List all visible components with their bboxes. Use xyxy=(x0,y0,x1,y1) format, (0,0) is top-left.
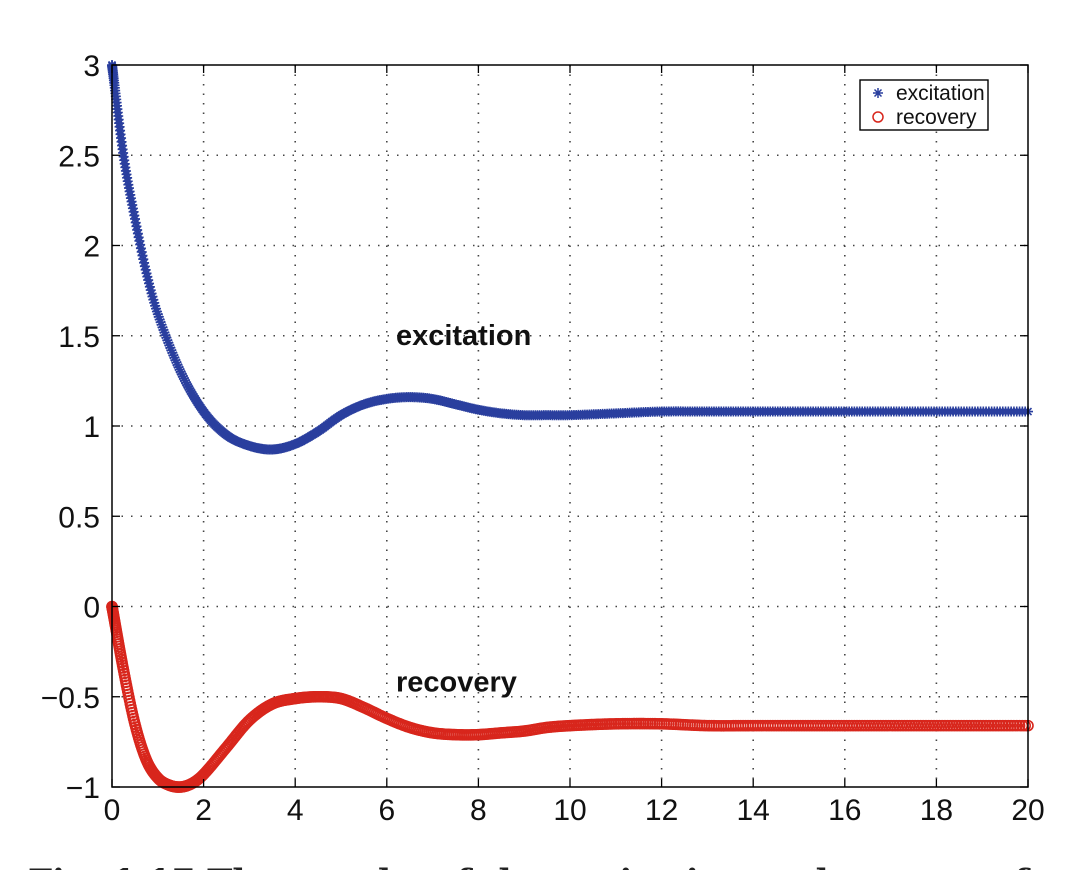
y-tick-label: −1 xyxy=(66,772,100,805)
excitation-point xyxy=(151,306,162,317)
x-tick-label: 10 xyxy=(553,794,586,827)
excitation-point xyxy=(157,322,168,333)
x-tick-label: 16 xyxy=(828,794,861,827)
y-tick-label: 3 xyxy=(83,50,100,83)
x-tick-label: 4 xyxy=(287,794,304,827)
x-tick-label: 8 xyxy=(470,794,487,827)
excitation-point xyxy=(145,285,156,296)
figure-caption: Fig. 1.17 The graphs of the excitation a… xyxy=(28,862,1080,870)
tick-labels: 0 2 4 6 8 10 12 14 16 18 20 3 2.5 2 1.5 1 0.5 0 −0.5 −1 xyxy=(41,50,1045,827)
x-tick-label: 18 xyxy=(920,794,953,827)
excitation-point xyxy=(176,369,187,380)
excitation-point xyxy=(162,335,173,346)
excitation-point xyxy=(171,357,182,368)
y-tick-label: 2.5 xyxy=(58,140,100,173)
excitation-point xyxy=(166,345,177,356)
excitation-point xyxy=(155,317,166,328)
excitation-point xyxy=(140,264,151,275)
excitation-point xyxy=(164,340,175,351)
x-tick-label: 6 xyxy=(378,794,395,827)
y-tick-label: 1.5 xyxy=(58,321,100,354)
y-tick-label: 2 xyxy=(83,231,100,264)
excitation-point xyxy=(161,332,172,343)
excitation-point xyxy=(151,303,162,314)
excitation-point xyxy=(160,330,171,341)
excitation-point xyxy=(147,291,158,302)
excitation-point xyxy=(154,314,165,325)
excitation-point xyxy=(163,337,174,348)
excitation-point xyxy=(175,366,186,377)
excitation-point xyxy=(165,342,176,353)
x-tick-label: 0 xyxy=(104,794,121,827)
excitation-point xyxy=(142,271,153,282)
excitation-series xyxy=(107,60,1033,455)
excitation-point xyxy=(146,288,157,299)
legend-label-excitation: excitation xyxy=(896,82,985,105)
excitation-point xyxy=(158,324,169,335)
y-tick-label: 1 xyxy=(83,411,100,444)
excitation-point xyxy=(174,364,185,375)
axis-ticks xyxy=(111,64,1029,788)
excitation-point xyxy=(156,319,167,330)
y-tick-label: 0.5 xyxy=(58,501,100,534)
excitation-point xyxy=(139,261,150,272)
legend-label-recovery: recovery xyxy=(896,106,977,129)
recovery-annotation: recovery xyxy=(396,666,517,698)
excitation-point xyxy=(144,281,155,292)
excitation-point xyxy=(150,300,161,311)
excitation-point xyxy=(172,359,183,370)
recovery-series xyxy=(106,600,1034,793)
x-tick-label: 12 xyxy=(645,794,678,827)
excitation-point xyxy=(139,257,150,268)
excitation-point xyxy=(159,327,170,338)
excitation-point xyxy=(152,309,163,320)
legend-marker-recovery xyxy=(872,111,884,123)
excitation-point xyxy=(148,294,159,305)
excitation-point xyxy=(168,350,179,361)
excitation-point xyxy=(169,352,180,363)
x-tick-label: 14 xyxy=(737,794,770,827)
x-tick-label: 2 xyxy=(195,794,212,827)
annotations: excitation recovery xyxy=(396,320,531,699)
excitation-point xyxy=(153,311,164,322)
y-tick-label: −0.5 xyxy=(41,682,100,715)
data-series xyxy=(106,60,1034,793)
excitation-point xyxy=(144,278,155,289)
x-tick-label: 20 xyxy=(1011,794,1044,827)
legend-marker-excitation xyxy=(873,88,883,98)
y-tick-label: 0 xyxy=(83,592,100,625)
excitation-point xyxy=(141,268,152,279)
excitation-point xyxy=(173,362,184,373)
grid-lines xyxy=(112,65,1028,787)
excitation-point xyxy=(170,355,181,366)
excitation-point xyxy=(143,275,154,286)
excitation-annotation: excitation xyxy=(396,320,531,352)
excitation-point xyxy=(149,297,160,308)
excitation-point xyxy=(167,347,178,358)
